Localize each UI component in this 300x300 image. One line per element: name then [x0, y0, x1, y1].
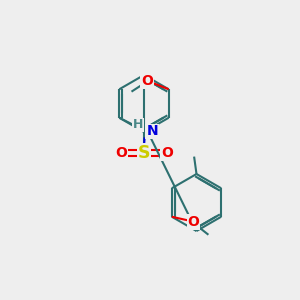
Text: H: H — [133, 118, 143, 131]
Text: N: N — [146, 124, 158, 138]
Text: O: O — [161, 146, 173, 160]
Text: O: O — [141, 74, 153, 88]
Text: O: O — [115, 146, 127, 160]
Text: O: O — [188, 215, 200, 229]
Text: S: S — [138, 144, 150, 162]
